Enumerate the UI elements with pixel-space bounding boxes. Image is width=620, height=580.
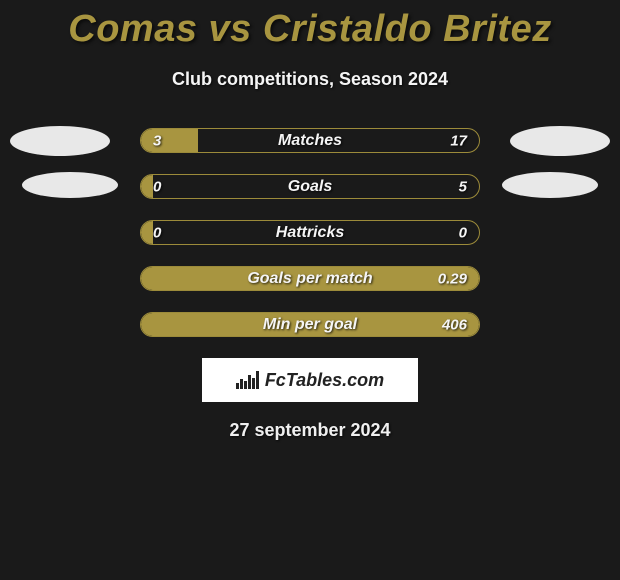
footer-brand-text: FcTables.com <box>265 370 384 391</box>
footer-date: 27 september 2024 <box>0 420 620 441</box>
bar-label: Hattricks <box>276 224 344 242</box>
stat-row-goals: 0 Goals 5 <box>0 174 620 199</box>
player-right-avatar-2 <box>502 172 598 198</box>
page-title: Comas vs Cristaldo Britez <box>0 0 620 51</box>
bar-left-value: 3 <box>153 132 161 149</box>
bar-left-value: 0 <box>153 178 161 195</box>
footer-brand-badge[interactable]: FcTables.com <box>202 358 418 402</box>
bar-right-value: 0 <box>459 224 467 241</box>
stat-row-matches: 3 Matches 17 <box>0 128 620 153</box>
bar-label: Goals <box>288 178 332 196</box>
bar-fill <box>141 175 153 198</box>
stat-row-hattricks: 0 Hattricks 0 <box>0 220 620 245</box>
player-right-avatar <box>510 126 610 156</box>
bar-right-value: 406 <box>442 316 467 333</box>
player-left-avatar-2 <box>22 172 118 198</box>
stats-area: 3 Matches 17 0 Goals 5 0 Hattricks 0 Goa… <box>0 128 620 337</box>
stat-row-goals-per-match: Goals per match 0.29 <box>0 266 620 291</box>
bar-fill <box>141 129 198 152</box>
bar-goals: 0 Goals 5 <box>140 174 480 199</box>
player-left-avatar <box>10 126 110 156</box>
bar-fill <box>141 221 153 244</box>
bar-label: Goals per match <box>247 270 372 288</box>
bar-right-value: 0.29 <box>438 270 467 287</box>
bar-right-value: 17 <box>450 132 467 149</box>
bar-label: Matches <box>278 132 342 150</box>
bar-hattricks: 0 Hattricks 0 <box>140 220 480 245</box>
bar-matches: 3 Matches 17 <box>140 128 480 153</box>
subtitle: Club competitions, Season 2024 <box>0 69 620 90</box>
bar-chart-icon <box>236 371 259 389</box>
stat-row-min-per-goal: Min per goal 406 <box>0 312 620 337</box>
bar-label: Min per goal <box>263 316 357 334</box>
bar-right-value: 5 <box>459 178 467 195</box>
bar-left-value: 0 <box>153 224 161 241</box>
bar-min-per-goal: Min per goal 406 <box>140 312 480 337</box>
bar-goals-per-match: Goals per match 0.29 <box>140 266 480 291</box>
